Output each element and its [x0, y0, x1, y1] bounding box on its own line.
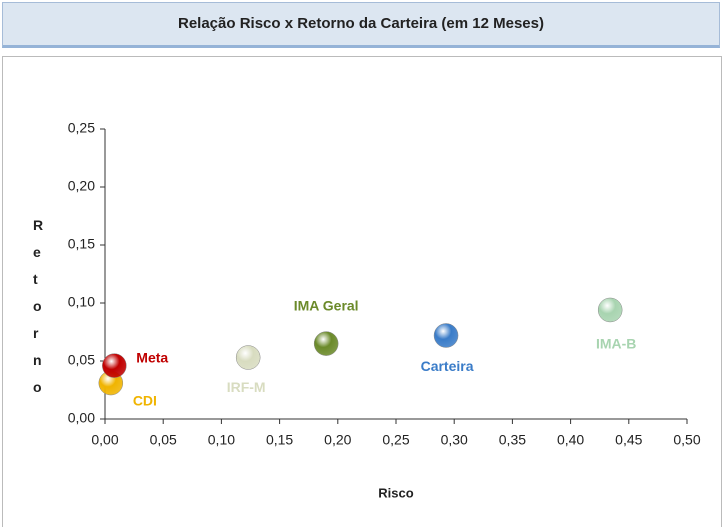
x-axis-label: Risco [378, 485, 413, 500]
y-tick-label: 0,10 [68, 294, 95, 310]
point [235, 345, 261, 370]
x-tick-label: 0,15 [266, 432, 293, 448]
point-label: IRF-M [227, 379, 266, 395]
point-label: IMA Geral [294, 297, 359, 313]
point [433, 323, 459, 348]
x-tick-label: 0,45 [615, 432, 642, 448]
point-label: Meta [136, 349, 168, 365]
y-axis-label: Retorno [33, 217, 44, 395]
chart-frame [2, 56, 722, 527]
y-tick-label: 0,05 [68, 352, 95, 368]
x-tick-label: 0,50 [673, 432, 700, 448]
x-tick-label: 0,10 [208, 432, 235, 448]
point-label: CDI [133, 393, 157, 409]
y-tick-label: 0,15 [68, 236, 95, 252]
point [313, 331, 339, 356]
x-tick-label: 0,25 [382, 432, 409, 448]
point-label: Carteira [421, 358, 474, 374]
chart-title: Relação Risco x Retorno da Carteira (em … [2, 2, 720, 48]
x-tick-label: 0,40 [557, 432, 584, 448]
point-label: IMA-B [596, 336, 636, 352]
y-tick-label: 0,25 [68, 120, 95, 136]
point [102, 353, 127, 378]
x-tick-label: 0,30 [441, 432, 468, 448]
point [597, 297, 623, 323]
x-tick-label: 0,05 [150, 432, 177, 448]
y-tick-label: 0,20 [68, 178, 95, 194]
y-tick-label: 0,00 [68, 410, 95, 426]
x-tick-label: 0,00 [91, 432, 118, 448]
x-tick-label: 0,35 [499, 432, 526, 448]
x-tick-label: 0,20 [324, 432, 351, 448]
